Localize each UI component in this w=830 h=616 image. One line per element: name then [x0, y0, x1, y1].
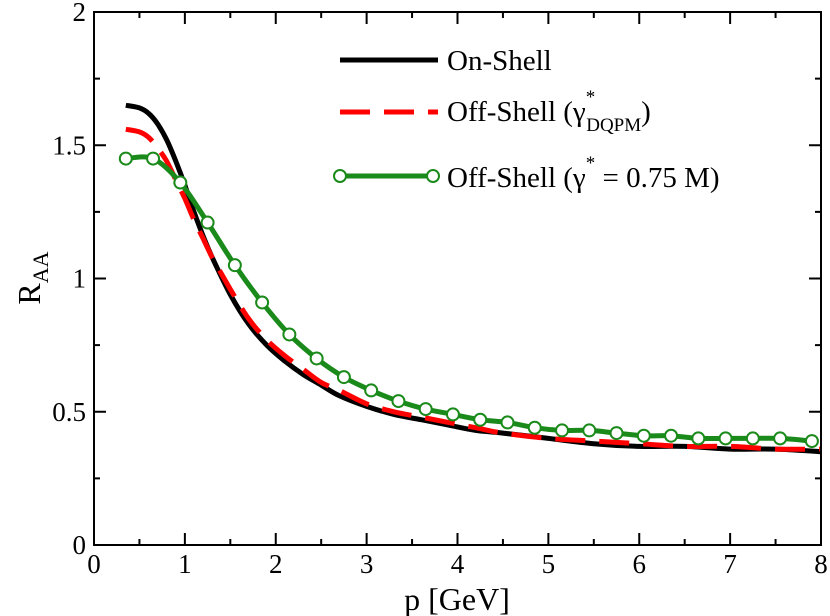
y-axis-title-sub: AA [28, 251, 53, 283]
series-marker-2 [336, 370, 351, 385]
series-marker-2 [691, 431, 706, 446]
y-tick-label: 0.5 [52, 397, 86, 427]
series-marker-2 [227, 258, 242, 273]
series-marker-2 [445, 407, 460, 422]
series-line-2 [125, 154, 813, 444]
series-marker-2 [418, 402, 433, 417]
legend-item-off-shell-075: Off-Shell (γ* = 0.75 M) [333, 153, 720, 194]
series-marker-2 [718, 431, 733, 446]
legend-item-on-shell: On-Shell [340, 45, 552, 77]
y-axis-title-main: R [11, 283, 47, 305]
y-tick-label: 1 [73, 264, 87, 294]
series-marker-2 [309, 351, 324, 366]
series-marker-2 [118, 151, 133, 166]
series-marker-2 [555, 423, 570, 438]
series-marker-2 [664, 428, 679, 443]
y-axis-title: RAA [11, 251, 53, 304]
legend-item-off-shell-dqpm: Off-Shell (γ* DQPM) [340, 87, 651, 136]
series-marker-2 [200, 215, 215, 230]
series-marker-2 [804, 434, 819, 449]
series-marker-2 [745, 431, 760, 446]
x-tick-label: 2 [269, 549, 283, 579]
series-marker-2 [636, 428, 651, 443]
legend-label-off-shell-075: Off-Shell (γ* = 0.75 M) [447, 153, 720, 194]
series-marker-2 [582, 423, 597, 438]
y-tick-label: 2 [73, 0, 87, 27]
series-marker-2 [527, 420, 542, 435]
x-tick-label: 6 [633, 549, 647, 579]
y-tick-label: 1.5 [52, 130, 86, 160]
series-marker-2 [282, 327, 297, 342]
y-tick-label: 0 [73, 530, 87, 560]
series-marker-2 [473, 412, 488, 427]
legend-label-on-shell: On-Shell [447, 45, 552, 77]
series-marker-2 [146, 151, 161, 166]
x-tick-label: 8 [814, 549, 828, 579]
ticks-layer: 0 1 2 3 4 5 6 7 8 0 0.5 1 1.5 2 [52, 0, 828, 579]
x-tick-label: 7 [723, 549, 737, 579]
series-marker-2 [364, 383, 379, 398]
legend: On-Shell Off-Shell (γ* DQPM) Off-Shell (γ… [333, 45, 720, 194]
x-tick-label: 5 [542, 549, 556, 579]
series-marker-2 [500, 415, 515, 430]
x-axis-title: p [GeV] [404, 581, 510, 616]
series-marker-2 [609, 426, 624, 441]
series-marker-2 [173, 175, 188, 190]
x-tick-label: 3 [360, 549, 374, 579]
series-line-0 [125, 102, 822, 455]
legend-label-off-shell-dqpm: Off-Shell (γ* DQPM) [447, 87, 651, 136]
svg-text:RAA: RAA [11, 251, 53, 304]
series-marker-2 [391, 394, 406, 409]
series-marker-2 [773, 431, 788, 446]
legend-marker-left [333, 169, 347, 183]
x-tick-label: 4 [451, 549, 465, 579]
series-marker-2 [255, 295, 270, 310]
plot-frame [93, 11, 822, 546]
series-layer [118, 102, 822, 455]
x-tick-label: 1 [178, 549, 192, 579]
legend-marker-right [426, 169, 440, 183]
x-tick-label: 0 [87, 549, 101, 579]
